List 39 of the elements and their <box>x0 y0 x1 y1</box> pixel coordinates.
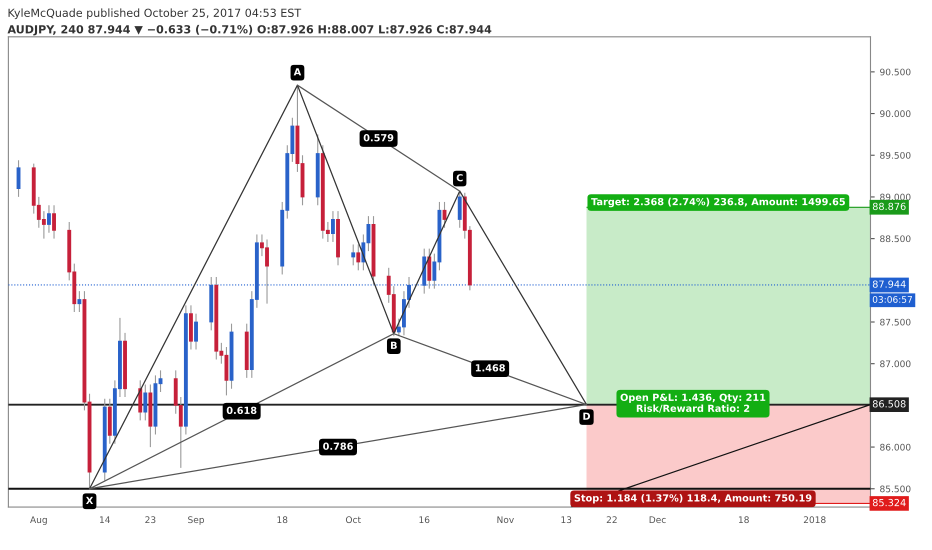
annotation: Open P&L: 1.436, Qty: 211 Risk/Reward Ratio: 2 <box>620 394 766 413</box>
data-label: X <box>86 496 94 504</box>
x-tick-label: 13 <box>561 516 572 524</box>
x-tick-label: Aug <box>30 516 47 525</box>
x-tick-label: Sep <box>188 516 204 525</box>
annotation: 1.468 <box>476 364 505 372</box>
annotation: 0.579 <box>364 134 394 142</box>
x-tick-label: 22 <box>606 516 617 523</box>
ref-line-label: 87.944 <box>872 280 906 288</box>
y-tick-label: 90.500 <box>880 68 911 76</box>
x-tick-label: 18 <box>738 516 749 524</box>
data-label: D <box>583 412 590 420</box>
x-tick-label: 18 <box>277 516 288 524</box>
x-tick-label: Oct <box>346 516 361 524</box>
annotation: 0.786 <box>323 442 353 450</box>
chart-subtitle: AUDJPY, 240 87.944 ▼ −0.633 (−0.71%) O:87.926 H:88.007 L:87.926 C:87.944 <box>8 24 492 36</box>
text: 03:06:57 <box>872 296 912 303</box>
x-tick-label: 14 <box>100 516 110 523</box>
x-tick-label: Nov <box>497 516 514 524</box>
y-tick-label: 87.000 <box>880 360 911 368</box>
data-label: A <box>294 68 302 76</box>
y-tick-label: 90.000 <box>880 110 911 118</box>
y-tick-label: 88.500 <box>880 235 911 242</box>
ref-line-label: 86.508 <box>872 400 906 408</box>
data-label: B <box>390 342 397 349</box>
y-tick-label: 85.500 <box>880 485 911 492</box>
y-tick-label: 87.500 <box>880 318 911 326</box>
annotation: Stop: 1.184 (1.37%) 118.4, Amount: 750.19 <box>574 494 812 504</box>
x-tick-label: 23 <box>145 516 156 524</box>
data-label: C <box>456 174 463 182</box>
x-tick-label: 2018 <box>804 516 826 524</box>
y-tick-label: 89.500 <box>880 152 911 159</box>
ref-line-label: 85.324 <box>872 498 906 506</box>
x-tick-label: Dec <box>650 516 666 524</box>
chart-title: KyleMcQuade published October 25, 2017 04:53 EST <box>8 8 302 20</box>
y-tick-label: 86.000 <box>880 444 911 451</box>
x-tick-label: 16 <box>419 516 430 524</box>
ref-line-label: 88.876 <box>872 202 906 210</box>
annotation: 0.618 <box>226 406 256 414</box>
